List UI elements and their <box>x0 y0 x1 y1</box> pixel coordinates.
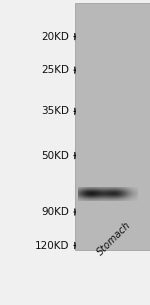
Text: Stomach: Stomach <box>95 220 132 258</box>
Bar <box>75 3 150 250</box>
Text: 50KD: 50KD <box>41 151 69 160</box>
Text: 90KD: 90KD <box>41 207 69 217</box>
Text: 120KD: 120KD <box>34 241 69 250</box>
Text: 20KD: 20KD <box>41 32 69 41</box>
Text: 25KD: 25KD <box>41 65 69 75</box>
Text: 35KD: 35KD <box>41 106 69 116</box>
